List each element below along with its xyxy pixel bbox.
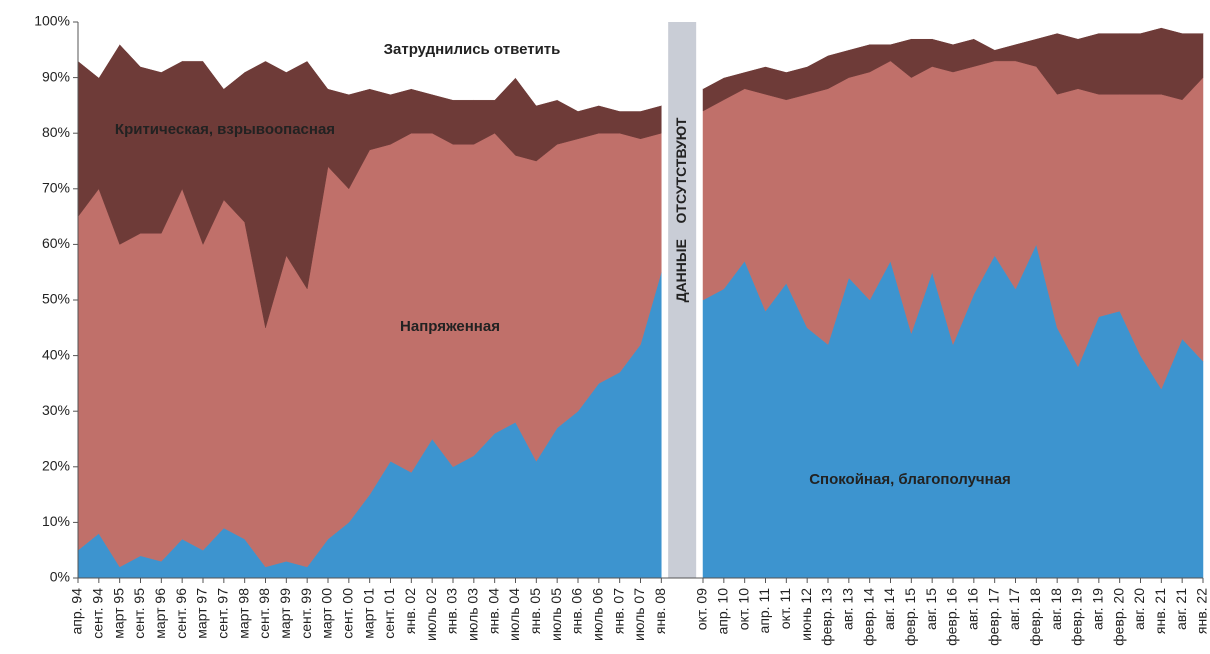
y-tick-label: 70% (42, 180, 70, 196)
x-tick-label: март 97 (194, 588, 210, 639)
x-tick-label: март 98 (235, 588, 251, 639)
x-tick-label: март 01 (360, 588, 376, 639)
y-tick-label: 80% (42, 124, 70, 140)
x-tick-label: февр. 20 (1110, 588, 1126, 646)
x-tick-label: февр. 16 (944, 588, 960, 646)
series-label: Спокойная, благополучная (809, 471, 1011, 488)
y-tick-label: 90% (42, 68, 70, 84)
x-tick-label: окт. 10 (735, 588, 751, 630)
annotation: ДАННЫЕ ОТСУТСТВУЮТ (673, 117, 689, 302)
y-tick-label: 60% (42, 235, 70, 251)
x-tick-label: авг. 13 (840, 588, 856, 630)
x-tick-label: янв. 21 (1152, 588, 1168, 634)
x-tick-label: апр. 11 (756, 588, 772, 634)
area (77, 21, 662, 112)
x-tick-label: март 96 (152, 588, 168, 639)
x-tick-label: февр. 15 (902, 588, 918, 646)
x-tick-label: янв. 22 (1194, 588, 1210, 634)
x-tick-label: сент. 99 (298, 588, 314, 639)
x-tick-label: сент. 00 (340, 588, 356, 639)
x-tick-label: сент. 96 (173, 588, 189, 639)
series-label: Напряженная (400, 318, 500, 335)
x-tick-label: авг. 15 (923, 588, 939, 630)
x-tick-label: янв. 06 (569, 588, 585, 634)
x-tick-label: июль 05 (548, 588, 564, 641)
x-tick-label: апр. 94 (69, 588, 85, 635)
x-tick-label: авг. 21 (1173, 588, 1189, 630)
x-tick-label: янв. 05 (527, 588, 543, 634)
x-tick-label: сент. 01 (381, 588, 397, 639)
series-label: Критическая, взрывоопасная (115, 121, 335, 138)
x-tick-label: сент. 94 (90, 588, 106, 639)
y-tick-label: 30% (42, 402, 70, 418)
x-tick-label: янв. 03 (444, 588, 460, 634)
x-tick-label: сент. 97 (215, 588, 231, 639)
y-tick-label: 10% (42, 513, 70, 529)
x-tick-label: авг. 18 (1048, 588, 1064, 630)
y-tick-label: 100% (34, 13, 70, 29)
y-tick-label: 20% (42, 458, 70, 474)
gap-band (668, 22, 697, 578)
x-tick-label: февр. 17 (985, 588, 1001, 646)
x-tick-label: сент. 98 (256, 588, 272, 639)
y-tick-label: 50% (42, 291, 70, 307)
y-tick-label: 40% (42, 346, 70, 362)
x-tick-label: февр. 18 (1027, 588, 1043, 646)
x-tick-label: июль 06 (590, 588, 606, 641)
series-label: Затруднились ответить (384, 41, 561, 58)
x-tick-label: янв. 02 (402, 588, 418, 634)
x-tick-label: июнь 12 (798, 588, 814, 641)
x-tick-label: окт. 11 (777, 588, 793, 629)
area (702, 21, 1204, 90)
x-tick-label: июль 03 (465, 588, 481, 641)
x-tick-label: июль 04 (506, 588, 522, 641)
x-tick-label: янв. 08 (652, 588, 668, 634)
x-tick-label: февр. 13 (819, 588, 835, 646)
x-tick-label: авг. 16 (965, 588, 981, 630)
x-tick-label: авг. 14 (881, 588, 897, 630)
x-tick-label: июль 02 (423, 588, 439, 641)
x-tick-label: авг. 19 (1090, 588, 1106, 630)
x-tick-label: сент. 95 (131, 588, 147, 639)
x-tick-label: февр. 14 (860, 588, 876, 646)
x-tick-label: окт. 09 (694, 588, 710, 630)
x-tick-label: март 95 (110, 588, 126, 639)
x-tick-label: янв. 07 (610, 588, 626, 634)
x-tick-label: апр. 10 (715, 588, 731, 635)
x-tick-label: июль 07 (631, 588, 647, 641)
x-tick-label: март 00 (319, 588, 335, 639)
x-tick-label: март 99 (277, 588, 293, 639)
x-tick-label: авг. 20 (1131, 588, 1147, 630)
y-tick-label: 0% (50, 569, 70, 585)
x-tick-label: февр. 19 (1069, 588, 1085, 646)
x-tick-label: янв. 04 (485, 588, 501, 634)
x-tick-label: авг. 17 (1006, 588, 1022, 630)
